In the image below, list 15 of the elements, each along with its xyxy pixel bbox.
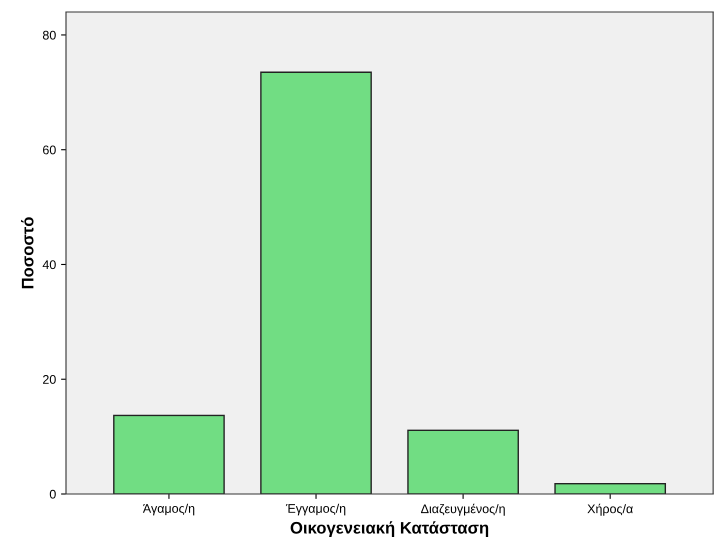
y-tick-label: 40 [42, 260, 56, 270]
x-axis-title: Οικογενειακή Κατάσταση [290, 521, 488, 538]
x-tick-label: Άγαμος/η [142, 504, 194, 516]
bar [113, 414, 225, 494]
x-tick-label: Διαζευγμένος/η [421, 504, 505, 516]
bar [407, 430, 519, 494]
bar [554, 482, 666, 494]
bar [260, 72, 372, 494]
y-tick-label: 20 [43, 375, 56, 384]
y-tick-label: 0 [50, 490, 56, 499]
x-tick-label: Χήρος/α [587, 504, 633, 516]
y-axis-title: Ποσοστό [21, 217, 34, 288]
x-tick-label: Έγγαμος/η [286, 504, 346, 516]
y-tick-label: 60 [43, 146, 56, 154]
y-tick-label: 80 [42, 30, 56, 40]
